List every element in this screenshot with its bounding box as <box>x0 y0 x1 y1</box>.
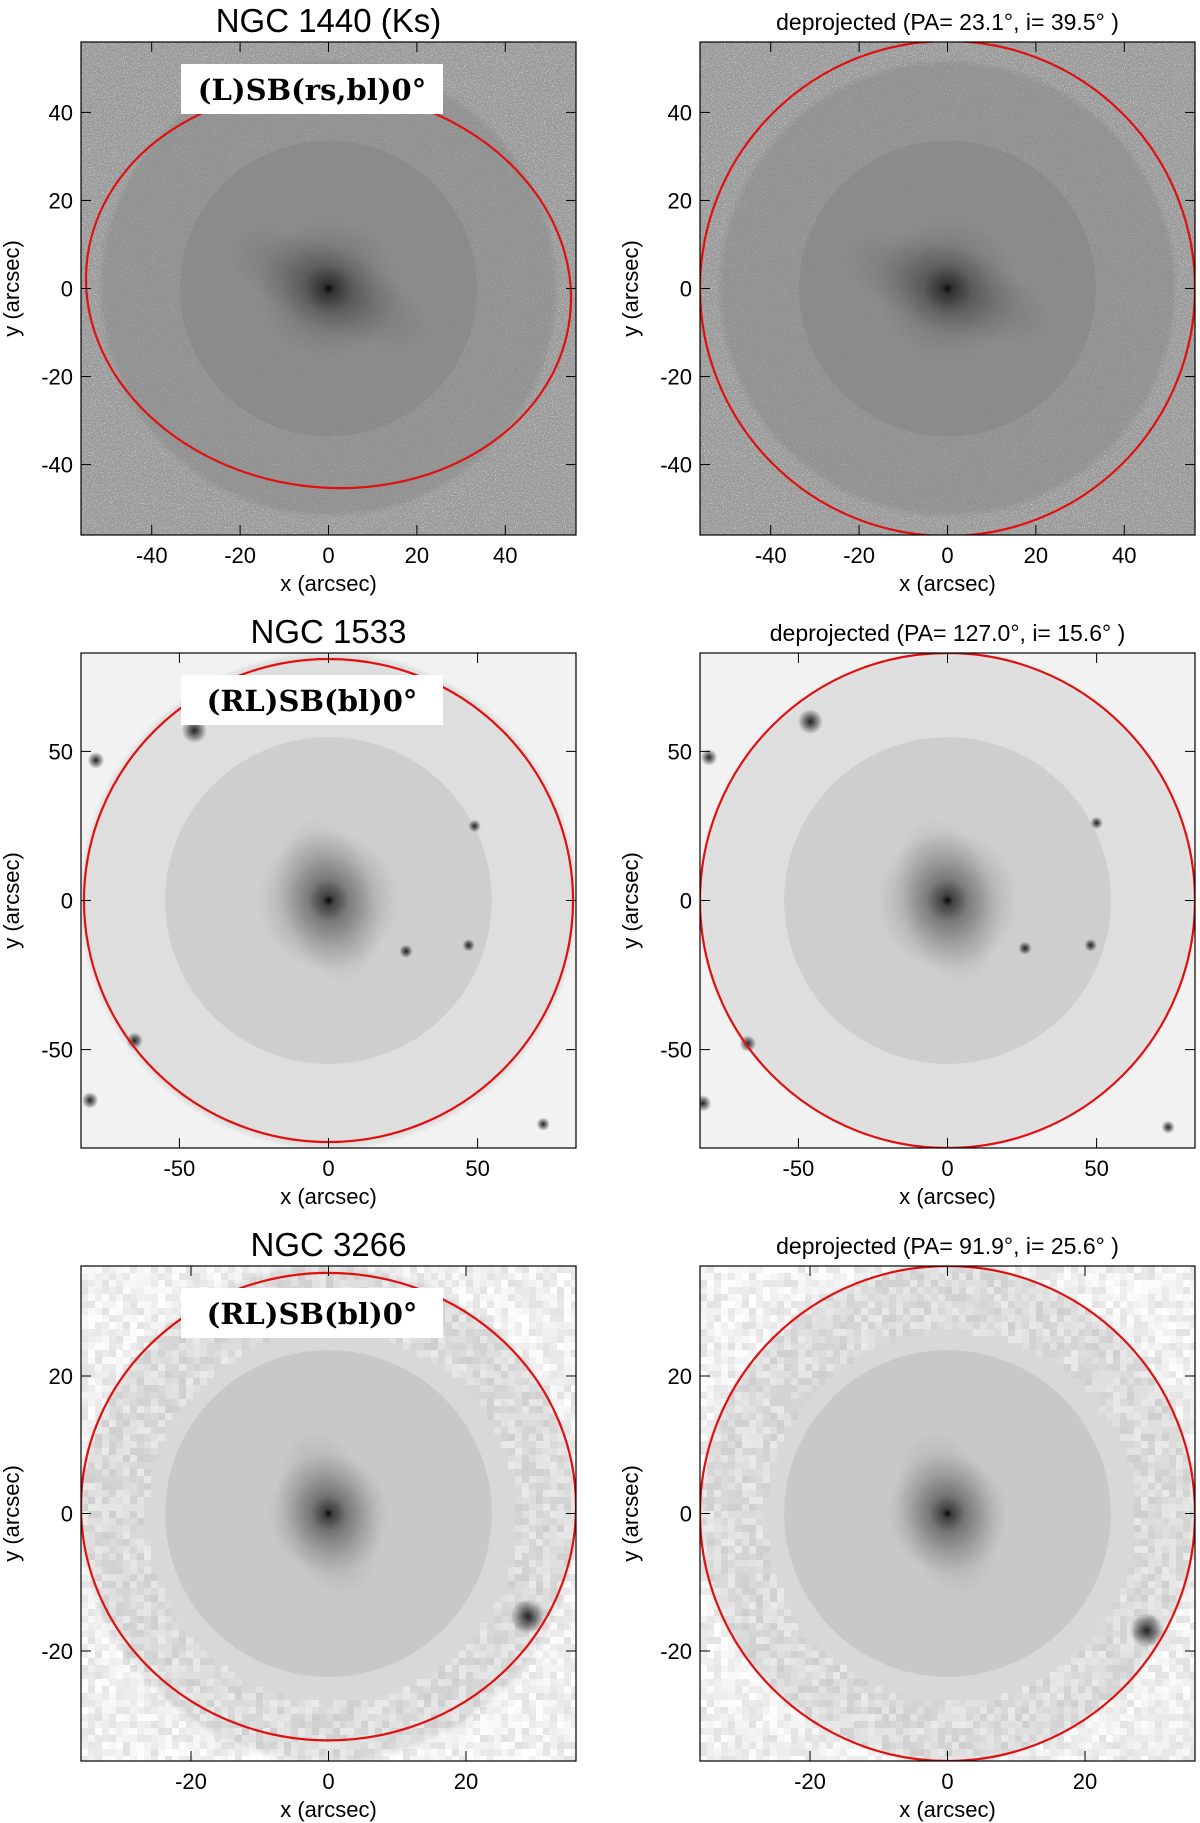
y-tick-label: 20 <box>668 188 692 213</box>
star-2 <box>126 1032 144 1050</box>
x-tick-label: -40 <box>136 543 168 568</box>
x-tick-label: 0 <box>322 543 334 568</box>
x-tick-label: 0 <box>941 543 953 568</box>
star-0 <box>510 1599 546 1634</box>
y-tick-label: -20 <box>41 1639 73 1664</box>
y-tick-label: 0 <box>61 1502 73 1527</box>
y-tick-label: -40 <box>41 453 73 478</box>
y-tick-label: 50 <box>668 739 692 764</box>
x-tick-label: -20 <box>175 1769 207 1794</box>
star-5 <box>700 1094 712 1112</box>
x-axis-label: x (arcsec) <box>899 1184 996 1209</box>
y-tick-label: 20 <box>668 1364 692 1389</box>
panel-ngc1440-observed: -40 -40 -20 -20 0 0 20 20 40 40 x (arcsec) y (arcse… <box>0 2 577 596</box>
galaxy-image <box>81 653 576 1148</box>
y-tick-label: 40 <box>49 100 73 125</box>
star-5 <box>81 1091 99 1109</box>
y-tick-label: 0 <box>61 277 73 302</box>
y-axis-label: y (arcsec) <box>618 1465 643 1562</box>
x-axis-label: x (arcsec) <box>280 1184 377 1209</box>
x-tick-label: 40 <box>1112 543 1136 568</box>
panel-ngc3266-observed: -20 -20 0 0 20 20 x (arcsec) y (arcsec) NGC 3266… <box>0 1226 577 1822</box>
morphology-label: (RL)SB(bl)0° <box>207 1297 418 1331</box>
y-tick-label: -20 <box>660 1639 692 1664</box>
galaxy-image <box>81 42 576 535</box>
y-axis-label: y (arcsec) <box>0 1465 24 1562</box>
y-tick-label: 20 <box>49 188 73 213</box>
morphology-label: (RL)SB(bl)0° <box>207 684 418 718</box>
x-tick-label: -50 <box>164 1156 196 1181</box>
y-tick-label: 0 <box>61 889 73 914</box>
x-tick-label: 20 <box>454 1769 478 1794</box>
panel-ngc1440-deprojected: -40 -40 -20 -20 0 0 20 20 40 40 x (arcsec) y (arcse… <box>618 9 1196 596</box>
star-3 <box>399 944 413 958</box>
panel-title: NGC 1440 (Ks) <box>216 2 442 39</box>
panel-title: NGC 3266 <box>251 1226 407 1263</box>
galaxy-image <box>81 1266 576 1761</box>
morphology-label: (L)SB(rs,bl)0° <box>198 73 426 107</box>
y-tick-label: -50 <box>660 1038 692 1063</box>
star-6 <box>536 1117 550 1131</box>
star-4 <box>462 938 475 952</box>
star-7 <box>1090 816 1103 830</box>
y-axis-label: y (arcsec) <box>0 240 24 337</box>
star-0 <box>1129 1613 1165 1648</box>
y-axis-label: y (arcsec) <box>618 240 643 337</box>
panel-ngc3266-deprojected: -20 -20 0 0 20 20 x (arcsec) y (arcsec) deprojec… <box>618 1233 1196 1822</box>
x-tick-label: 50 <box>1084 1156 1108 1181</box>
star-1 <box>87 752 105 769</box>
y-tick-label: 0 <box>680 1502 692 1527</box>
x-tick-label: -20 <box>224 543 256 568</box>
galaxy-image <box>700 653 1195 1148</box>
morphology-label-box <box>181 1288 443 1338</box>
x-tick-label: 0 <box>322 1156 334 1181</box>
y-tick-label: -50 <box>41 1038 73 1063</box>
panel-title: deprojected (PA= 23.1°, i= 39.5° ) <box>776 9 1119 35</box>
star-0 <box>797 709 823 735</box>
panel-ngc1533-observed: -50 -50 0 0 50 50 x (arcsec) y (arcsec) NGC 1533… <box>0 613 577 1209</box>
y-axis-label: y (arcsec) <box>0 852 24 949</box>
y-tick-label: -20 <box>660 365 692 390</box>
y-tick-label: 0 <box>680 889 692 914</box>
x-tick-label: 40 <box>493 543 517 568</box>
star-3 <box>1018 941 1032 955</box>
star-1 <box>700 749 718 766</box>
morphology-label-box <box>181 675 443 725</box>
x-tick-label: -20 <box>843 543 875 568</box>
star-4 <box>1084 938 1097 952</box>
galaxy-image <box>700 42 1195 535</box>
x-tick-label: -40 <box>755 543 787 568</box>
x-axis-label: x (arcsec) <box>280 571 377 596</box>
y-tick-label: 50 <box>49 739 73 764</box>
panel-ngc1533-deprojected: -50 -50 0 0 50 50 x (arcsec) y (arcsec) deprojec… <box>618 620 1196 1209</box>
x-tick-label: 20 <box>405 543 429 568</box>
panel-title: deprojected (PA= 127.0°, i= 15.6° ) <box>770 620 1126 646</box>
x-tick-label: 20 <box>1073 1769 1097 1794</box>
x-tick-label: 20 <box>1024 543 1048 568</box>
y-tick-label: -20 <box>41 365 73 390</box>
morphology-label-box <box>181 64 443 114</box>
x-tick-label: 0 <box>322 1769 334 1794</box>
x-axis-label: x (arcsec) <box>899 1797 996 1822</box>
x-axis-label: x (arcsec) <box>899 571 996 596</box>
panel-title: deprojected (PA= 91.9°, i= 25.6° ) <box>776 1233 1119 1259</box>
x-tick-label: 50 <box>465 1156 489 1181</box>
x-tick-label: -20 <box>794 1769 826 1794</box>
x-tick-label: -50 <box>783 1156 815 1181</box>
x-tick-label: 0 <box>941 1769 953 1794</box>
star-6 <box>1161 1120 1175 1134</box>
galaxy-image <box>700 1266 1195 1761</box>
y-tick-label: 20 <box>49 1364 73 1389</box>
y-tick-label: 40 <box>668 100 692 125</box>
x-tick-label: 0 <box>941 1156 953 1181</box>
y-axis-label: y (arcsec) <box>618 852 643 949</box>
x-axis-label: x (arcsec) <box>280 1797 377 1822</box>
star-7 <box>468 819 481 833</box>
panel-title: NGC 1533 <box>251 613 407 650</box>
y-tick-label: -40 <box>660 453 692 478</box>
y-tick-label: 0 <box>680 277 692 302</box>
